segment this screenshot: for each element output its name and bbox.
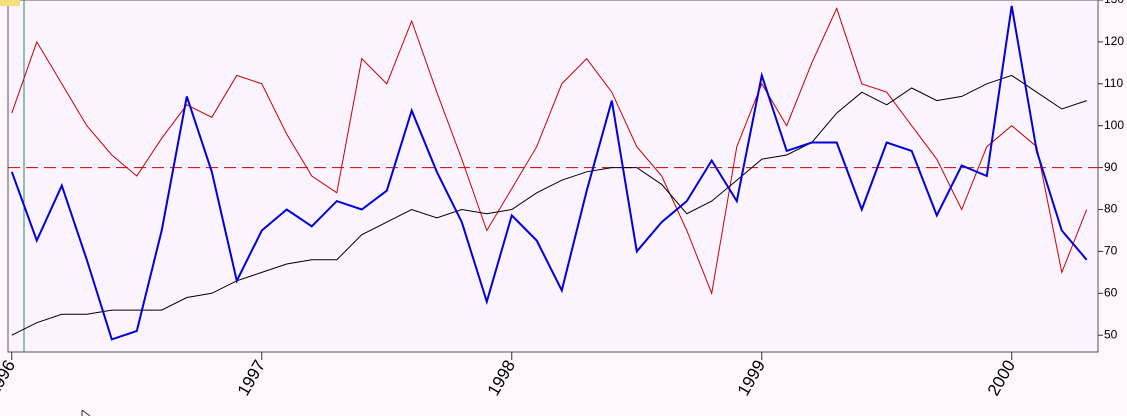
- series-line: [11, 74, 1087, 336]
- plot-area: [7, 0, 1099, 353]
- y-tick-label: 80: [1104, 202, 1118, 216]
- y-tick-label: 100: [1104, 118, 1124, 132]
- series-line: [10, 5, 1088, 341]
- mouse-pointer: [81, 409, 91, 416]
- y-tick-label: 110: [1104, 76, 1123, 90]
- y-tick-label: 130: [1104, 0, 1124, 6]
- y-tick-label: 120: [1104, 34, 1124, 48]
- handle: [0, 0, 20, 6]
- y-tick-label: 50: [1104, 327, 1118, 341]
- y-tick-label: 90: [1104, 160, 1118, 174]
- y-tick-label: 70: [1104, 244, 1118, 258]
- y-tick-label: 60: [1104, 286, 1118, 300]
